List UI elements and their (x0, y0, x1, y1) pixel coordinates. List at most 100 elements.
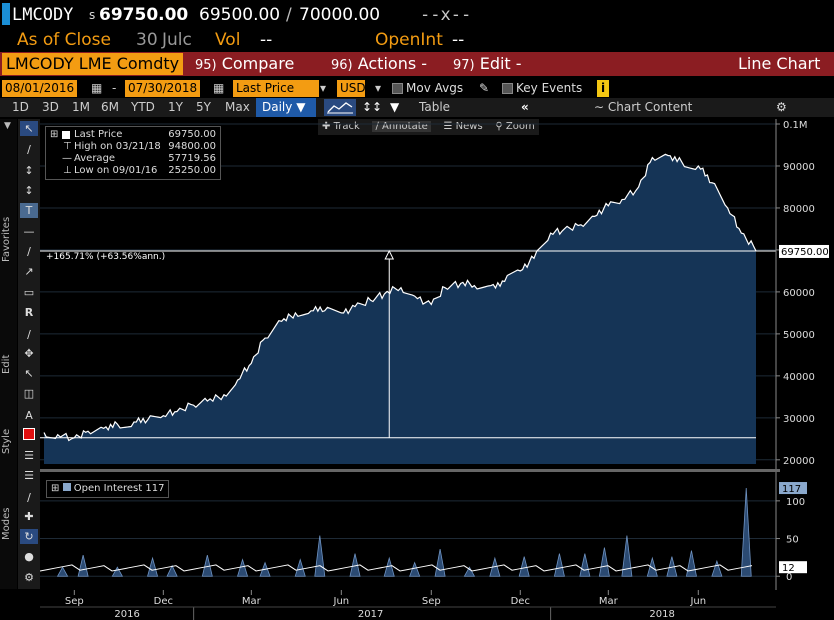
last-price-tag-label: 69750.00 (781, 247, 829, 258)
move-icon[interactable]: ✥ (24, 347, 34, 360)
text-icon[interactable]: T (20, 203, 38, 218)
start-date-field[interactable]: 08/01/2016 (2, 80, 78, 97)
settings-gear-icon[interactable]: ⚙ (24, 571, 34, 584)
line-style-icon[interactable]: ☰ (24, 469, 34, 482)
annotate-button[interactable]: ∕ Annotate (372, 121, 431, 132)
edit-side-label: Edit (1, 354, 12, 374)
calendar-icon[interactable]: ▦ (91, 81, 103, 95)
y-tick-label: 80000 (783, 204, 815, 215)
horizontal-line-icon[interactable]: — (23, 225, 35, 238)
x-tick-label: Mar (599, 596, 619, 607)
color-picker-icon[interactable] (20, 428, 38, 443)
text-style-icon[interactable]: A (25, 409, 33, 422)
time-axis-ticks: Sep Dec Mar Jun Sep Dec Mar Jun 2016 2017 2018 (40, 590, 776, 620)
region-icon[interactable]: R (24, 306, 34, 319)
currency-select[interactable]: USD (337, 80, 366, 97)
table-button[interactable]: Table (419, 100, 451, 114)
palette-icon[interactable]: ● (24, 550, 34, 563)
line-icon[interactable]: ∕ (27, 245, 31, 258)
oi-spike (553, 553, 565, 577)
ray-icon[interactable]: ↗ (24, 265, 34, 278)
as-of-label: As of Close (17, 30, 111, 50)
chevron-down-icon[interactable]: ▾ (375, 81, 382, 95)
oi-line (40, 564, 753, 572)
change-arrowhead (384, 249, 395, 260)
trash-icon[interactable]: ◫ (23, 387, 35, 400)
news-label: News (455, 121, 483, 132)
open-interest-chart[interactable]: 100 50 0 117 12 (40, 472, 834, 590)
period-1m[interactable]: 1M (72, 100, 90, 114)
compare-label: Compare (221, 54, 295, 73)
news-button[interactable]: ☰ News (443, 121, 483, 132)
price-chart[interactable]: 0.1M900008000070000600005000040000300002… (40, 119, 834, 469)
chevron-down-icon[interactable]: ▾ (320, 81, 327, 95)
change-annotation: +165.71% (+63.56%ann.) (46, 252, 166, 262)
legend-average-label: Average (74, 153, 116, 164)
edit-number: 97) (453, 58, 475, 73)
oi-swatch-icon (62, 483, 71, 491)
period-max[interactable]: Max (225, 100, 250, 114)
annotate-label: Annotate (382, 121, 428, 132)
percent-icon[interactable]: ↕ (24, 164, 34, 177)
edit-button[interactable]: 97) Edit - (453, 52, 522, 76)
x-tick-label: Sep (65, 596, 84, 607)
cursor-icon[interactable]: ↖ (20, 121, 38, 136)
legend-last-label: Last Price (74, 129, 123, 140)
chevron-down-icon[interactable]: ▼ (390, 100, 400, 114)
last-price: 69750.00 (99, 5, 189, 25)
period-5y[interactable]: 5Y (196, 100, 211, 114)
pen-icon[interactable]: ∕ (27, 328, 31, 341)
crosshair-icon[interactable]: ✚ (24, 510, 34, 523)
oi-last-tag-label: 117 (782, 484, 801, 495)
period-1y[interactable]: 1Y (168, 100, 183, 114)
oi-spike (236, 558, 249, 577)
trendline-icon[interactable]: ∕ (27, 143, 31, 156)
period-6m[interactable]: 6M (101, 100, 119, 114)
collapse-icon[interactable]: ▼ (4, 121, 11, 131)
select-icon[interactable]: ↖ (24, 367, 34, 380)
volume-value: -- (260, 30, 273, 50)
period-1d[interactable]: 1D (12, 100, 29, 114)
actions-button[interactable]: 96) Actions - (331, 52, 427, 76)
favorites-label: Favorites (1, 216, 12, 262)
ticker-symbol[interactable]: LMCODY (12, 5, 74, 25)
pencil-icon[interactable]: ✎ (479, 81, 490, 95)
key-events-toggle[interactable]: Key Events (502, 80, 582, 97)
chart-subtoolbar: ✚ Track ∕ Annotate ☰ News ⚲ Zoom (318, 119, 539, 135)
compress-icon[interactable]: ↕↕ (362, 100, 383, 114)
checkbox-icon (392, 83, 403, 94)
collapse-left-icon[interactable]: « (521, 100, 529, 114)
open-interest-value: -- (452, 30, 465, 50)
gear-icon[interactable]: ⚙ (776, 100, 787, 114)
mode-pen-icon[interactable]: ∕ (27, 491, 31, 504)
y-tick-label: 90000 (783, 162, 815, 173)
refresh-icon[interactable]: ↻ (20, 529, 38, 544)
mov-avgs-toggle[interactable]: Mov Avgs (392, 80, 463, 97)
end-date-field[interactable]: 07/30/2018 (125, 80, 201, 97)
line-weight-icon[interactable]: ☰ (24, 449, 34, 462)
security-field[interactable]: LMCODY LME Comdty (2, 53, 184, 75)
panel-divider[interactable] (40, 469, 780, 472)
channel-icon[interactable]: ▭ (23, 286, 35, 299)
chart-type-label[interactable]: Line Chart (738, 54, 821, 73)
zoom-button[interactable]: ⚲ Zoom (495, 121, 535, 132)
calendar-icon[interactable]: ▦ (213, 81, 225, 95)
field-select[interactable]: Last Price (233, 80, 319, 97)
y-tick-label: 50 (786, 535, 799, 546)
chart-content-button[interactable]: ∼ Chart Content (594, 98, 692, 117)
legend-average: — Average 57719.56 (50, 153, 216, 165)
measure-icon[interactable]: ↕ (24, 184, 34, 197)
oi-spike (740, 488, 752, 577)
period-ytd[interactable]: YTD (131, 100, 155, 114)
frequency-select[interactable]: Daily ▼ (256, 98, 316, 117)
oi-spike (579, 553, 591, 577)
as-of-day: 30 (136, 30, 158, 50)
track-button[interactable]: ✚ Track (322, 121, 360, 132)
legend-box-icon: ⊞ (50, 129, 59, 140)
compare-button[interactable]: 95) Compare (195, 52, 294, 76)
legend-low-label: Low on 09/01/16 (74, 165, 158, 176)
period-3d[interactable]: 3D (42, 100, 59, 114)
oi-spike (711, 559, 723, 577)
info-icon[interactable]: i (597, 80, 609, 97)
line-chart-icon[interactable] (324, 99, 356, 116)
